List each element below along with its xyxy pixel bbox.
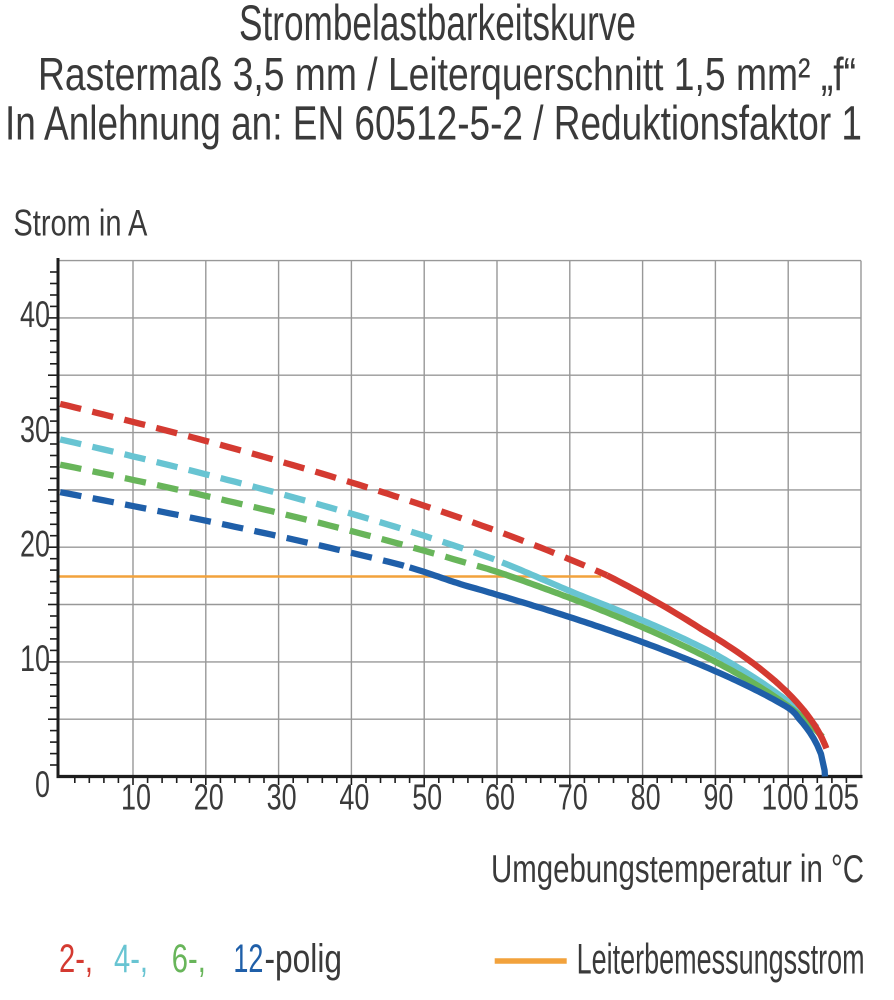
svg-text:40: 40 [339, 776, 369, 817]
svg-text:10: 10 [121, 776, 151, 817]
svg-text:Umgebungstemperatur in °C: Umgebungstemperatur in °C [491, 848, 864, 891]
svg-text:In Anlehnung an: EN 60512-5-2: In Anlehnung an: EN 60512-5-2 / Reduktio… [5, 98, 862, 151]
svg-text:40: 40 [20, 294, 50, 335]
svg-text:30: 30 [267, 776, 297, 817]
svg-text:2-,: 2-, [59, 937, 93, 981]
svg-text:-polig: -polig [265, 937, 343, 981]
svg-text:12: 12 [233, 937, 263, 981]
svg-text:30: 30 [20, 409, 50, 450]
svg-text:10: 10 [20, 638, 50, 679]
svg-text:70: 70 [558, 776, 588, 817]
svg-text:20: 20 [20, 524, 50, 565]
svg-text:105: 105 [813, 776, 859, 817]
svg-text:0: 0 [35, 764, 50, 805]
svg-text:Strombelastbarkeitskurve: Strombelastbarkeitskurve [239, 0, 636, 51]
svg-text:Leiterbemessungsstrom: Leiterbemessungsstrom [577, 936, 865, 984]
svg-text:4-,: 4-, [114, 937, 148, 981]
svg-text:Rastermaß 3,5 mm / Leiterquers: Rastermaß 3,5 mm / Leiterquerschnitt 1,5… [38, 48, 856, 100]
svg-text:60: 60 [485, 776, 515, 817]
svg-text:90: 90 [703, 776, 733, 817]
svg-text:50: 50 [412, 776, 442, 817]
svg-text:80: 80 [631, 776, 661, 817]
svg-text:Strom in A: Strom in A [13, 201, 147, 243]
svg-text:20: 20 [194, 776, 224, 817]
svg-text:100: 100 [762, 776, 809, 817]
svg-text:6-,: 6-, [172, 937, 206, 981]
